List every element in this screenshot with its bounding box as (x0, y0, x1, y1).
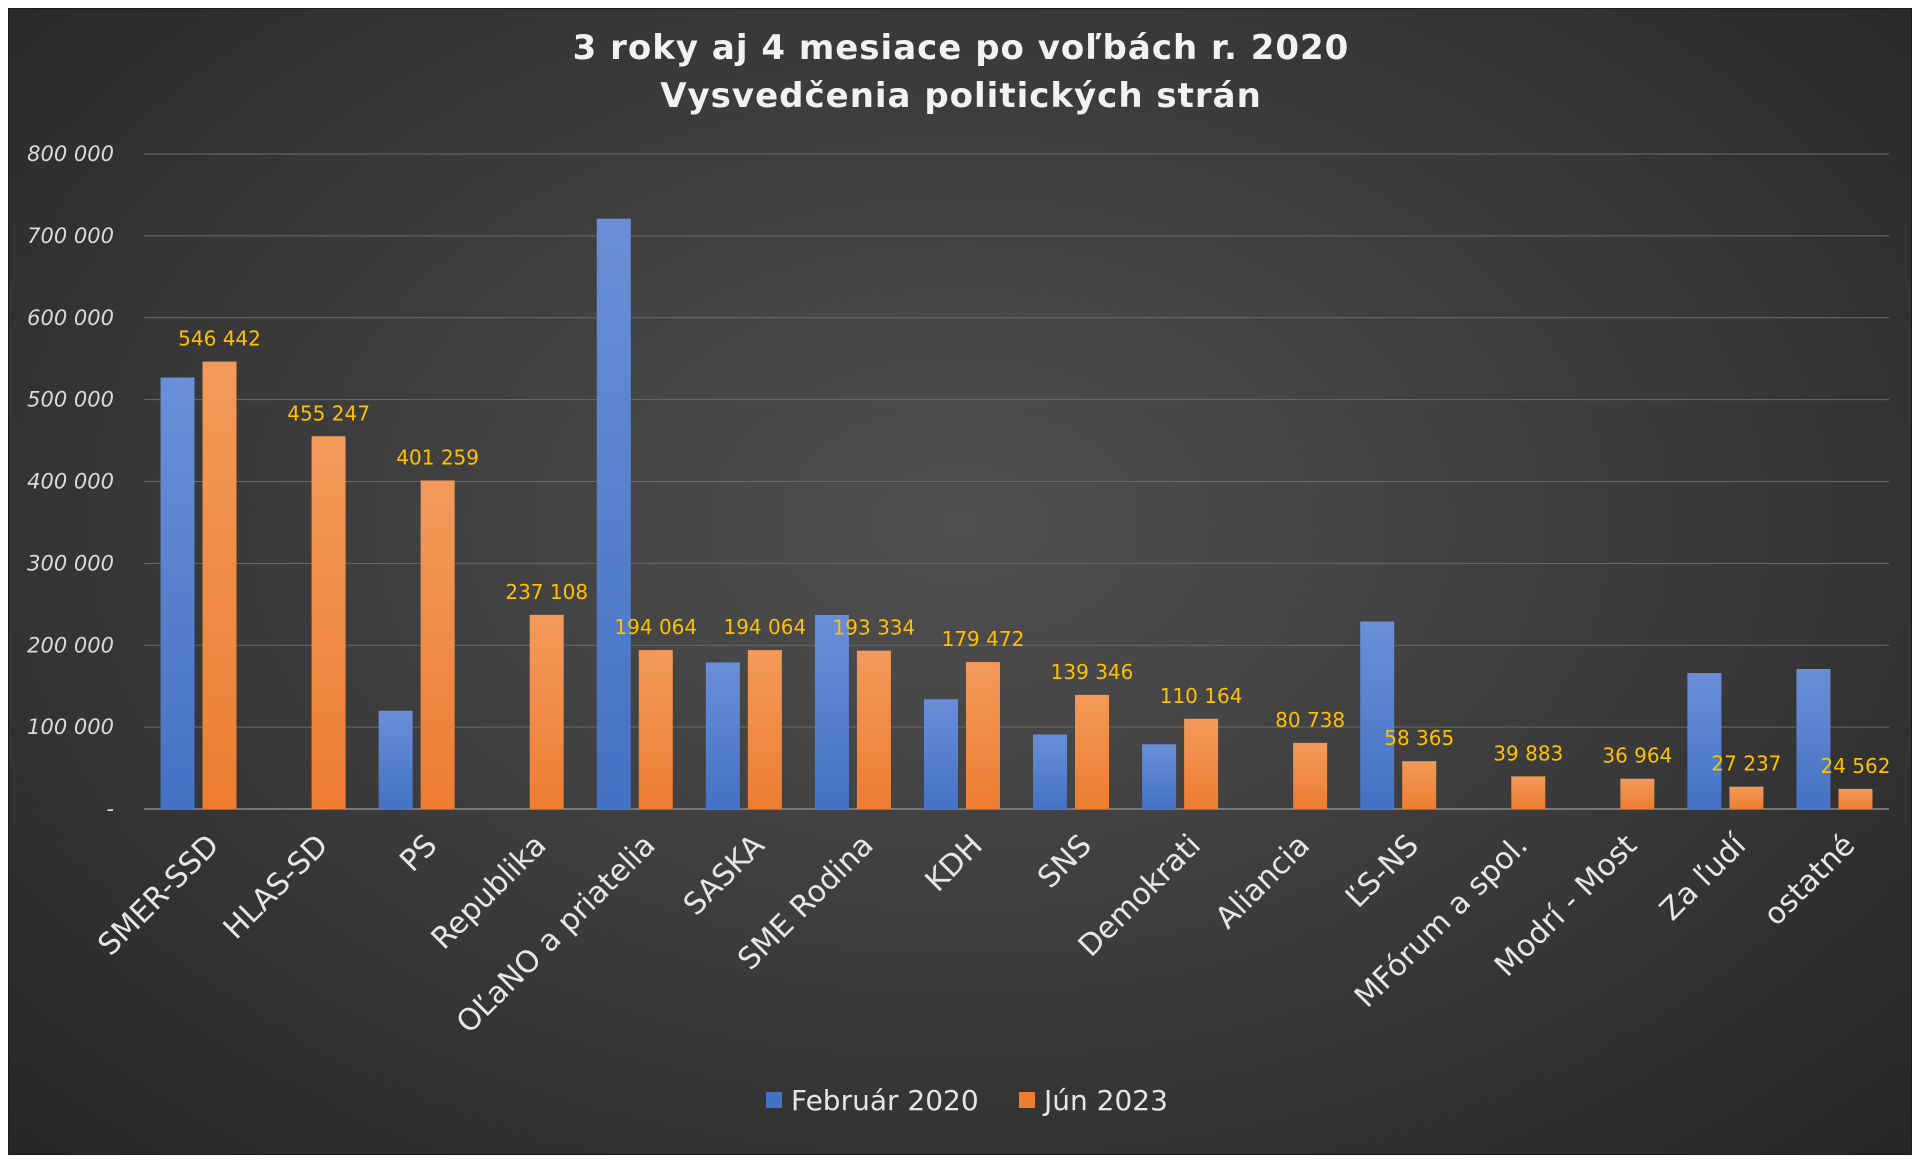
x-tick-label: SASKA (677, 828, 772, 923)
bar-jun-2023 (420, 480, 455, 809)
bar-jun-2023 (311, 436, 346, 809)
bar-feb-2020 (705, 662, 740, 809)
bar-jun-2023 (965, 662, 1000, 809)
data-label: 194 064 (723, 615, 806, 639)
bar-jun-2023 (856, 650, 891, 809)
legend-label: Február 2020 (791, 1084, 979, 1117)
chart-title: 3 roky aj 4 mesiace po voľbách r. 2020 (573, 28, 1350, 68)
x-tick-label: Za ľudí (1653, 827, 1754, 928)
data-label: 194 064 (614, 615, 697, 639)
data-label: 139 346 (1051, 660, 1134, 684)
bars (160, 218, 1873, 809)
bar-jun-2023 (638, 650, 673, 809)
y-tick-label: 100 000 (27, 715, 114, 739)
y-axis: - 100 000 200 000 300 000 400 000 500 000 600 … (27, 142, 114, 821)
chart-frame: 3 roky aj 4 mesiace po voľbách r. 2020 V… (8, 8, 1912, 1155)
legend-swatch (766, 1092, 782, 1108)
bar-jun-2023 (747, 650, 782, 809)
data-label: 39 883 (1493, 741, 1563, 765)
y-tick-label: 200 000 (27, 633, 114, 657)
bar-jun-2023 (1729, 786, 1764, 809)
x-tick-label: HLAS-SD (217, 828, 335, 946)
bar-jun-2023 (1402, 761, 1437, 809)
bar-feb-2020 (1796, 668, 1831, 809)
bar-feb-2020 (1687, 673, 1722, 809)
x-tick-label: SMER-SSD (91, 828, 226, 963)
legend-label: Jún 2023 (1042, 1084, 1168, 1117)
y-tick-label: 500 000 (27, 388, 114, 412)
bar-jun-2023 (1511, 776, 1546, 809)
bar-jun-2023 (1620, 778, 1655, 809)
data-label: 546 442 (178, 327, 261, 351)
data-label: 237 108 (505, 580, 588, 604)
y-tick-label: 600 000 (27, 306, 114, 330)
y-tick-label: 300 000 (27, 551, 114, 575)
bar-jun-2023 (202, 361, 237, 809)
y-tick-label: 700 000 (27, 224, 114, 248)
data-label: 455 247 (287, 401, 370, 425)
bar-feb-2020 (814, 614, 849, 809)
data-label: 193 334 (833, 616, 916, 640)
data-label: 80 738 (1275, 708, 1345, 732)
data-label: 24 562 (1820, 754, 1890, 778)
data-label: 179 472 (942, 627, 1025, 651)
data-label: 58 365 (1384, 726, 1454, 750)
x-tick-label: Aliancia (1209, 828, 1317, 936)
x-tick-label: ostatné (1757, 828, 1862, 933)
bar-feb-2020 (378, 710, 413, 809)
chart-subtitle: Vysvedčenia politických strán (660, 76, 1262, 116)
bar-jun-2023 (529, 614, 564, 809)
data-label: 27 237 (1711, 752, 1781, 776)
legend: Február 2020 Jún 2023 (766, 1084, 1168, 1117)
bar-jun-2023 (1293, 742, 1328, 809)
bar-feb-2020 (1033, 734, 1068, 809)
bar-jun-2023 (1838, 788, 1873, 809)
bar-jun-2023 (1184, 718, 1219, 809)
x-tick-label: PS (393, 828, 444, 879)
bar-jun-2023 (1075, 694, 1110, 809)
bar-feb-2020 (1142, 744, 1177, 809)
x-tick-label: KDH (919, 828, 990, 899)
bar-feb-2020 (596, 218, 631, 809)
x-tick-label: OĽaNO a priatelia (450, 828, 663, 1041)
data-label: 110 164 (1160, 684, 1243, 708)
x-tick-label: ĽS-NS (1339, 828, 1426, 915)
bar-feb-2020 (923, 699, 958, 809)
x-tick-label: SNS (1031, 828, 1099, 896)
y-tick-label: 400 000 (27, 470, 114, 494)
data-labels: 546 442 455 247 401 259 237 108 194 064 194 0… (178, 327, 1890, 778)
data-label: 36 964 (1602, 744, 1672, 768)
y-tick-label: 800 000 (27, 142, 114, 166)
y-tick-label: - (106, 797, 114, 821)
bar-feb-2020 (160, 377, 195, 809)
bar-feb-2020 (1360, 621, 1395, 809)
legend-swatch (1019, 1092, 1035, 1108)
bar-chart: 3 roky aj 4 mesiace po voľbách r. 2020 V… (27, 28, 1890, 1117)
data-label: 401 259 (396, 445, 479, 469)
